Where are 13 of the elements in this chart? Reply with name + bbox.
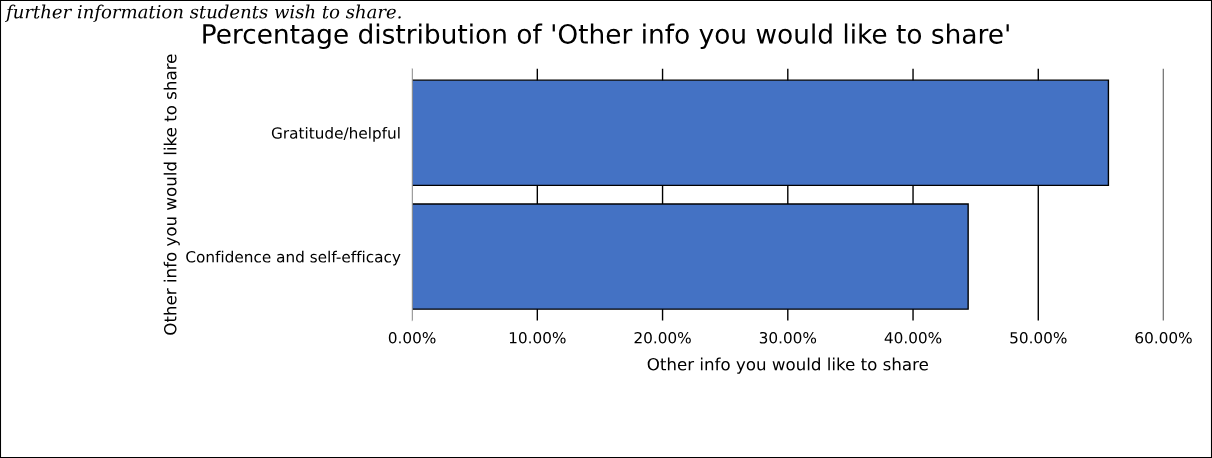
x-tick-label: 60.00% [1135,331,1192,344]
x-tick-label: 50.00% [1010,331,1067,344]
y-axis-title: Other info you would like to share [163,54,180,335]
x-tick-label: 0.00% [388,331,436,344]
x-tick-label: 40.00% [884,331,942,344]
x-tick-label: 10.00% [509,331,566,344]
y-tick-label: Confidence and self-efficacy [186,250,401,266]
x-tick-label: 20.00% [634,331,691,344]
y-tick-label: Gratitude/helpful [271,126,400,142]
chart-title: Percentage distribution of 'Other info you would like to share' [203,23,1009,49]
x-axis-title: Other info you would like to share [647,357,928,374]
x-tick-label: 30.00% [759,331,817,344]
text: further information students wish to share. [4,4,401,23]
